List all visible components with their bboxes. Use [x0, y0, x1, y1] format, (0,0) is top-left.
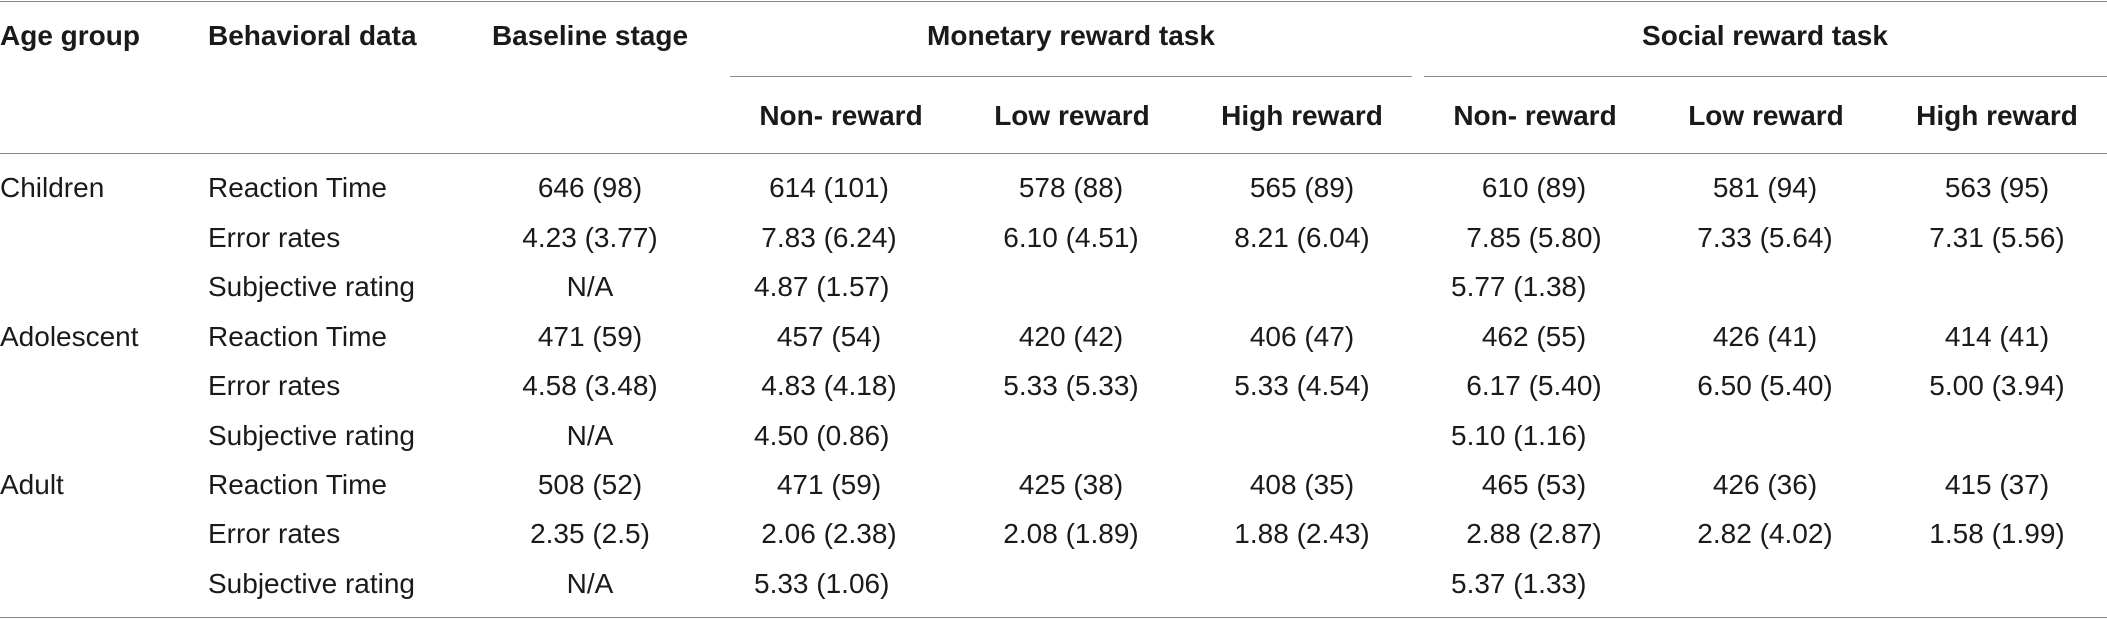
cell-monetary-high: 1.88 (2.43): [1234, 518, 1370, 549]
cell-social-rating: 5.77 (1.38): [1451, 271, 1587, 302]
cell-baseline: N/A: [566, 568, 614, 599]
measure-label: Subjective rating: [208, 271, 416, 302]
cell-monetary-low: 420 (42): [1018, 321, 1124, 352]
cell-baseline: 508 (52): [537, 469, 643, 500]
cell-social-high: 563 (95): [1944, 172, 2050, 203]
cell-social-low: 581 (94): [1712, 172, 1818, 203]
cell-social-non: 462 (55): [1481, 321, 1587, 352]
measure-label: Subjective rating: [208, 568, 416, 599]
header-bottom-rule: [0, 153, 2107, 154]
measure-label: Reaction Time: [208, 469, 387, 500]
cell-social-non: 2.88 (2.87): [1466, 518, 1602, 549]
group-label: Adult: [0, 469, 64, 500]
cell-monetary-non: 457 (54): [776, 321, 882, 352]
cell-social-non: 465 (53): [1481, 469, 1587, 500]
subheader-monetary-non-reward: Non- reward: [759, 100, 923, 131]
header-age-group: Age group: [0, 20, 140, 51]
group-label: Children: [0, 172, 105, 203]
table-top-rule: [0, 1, 2107, 2]
cell-monetary-non: 471 (59): [776, 469, 882, 500]
table-bottom-rule: [0, 617, 2107, 618]
cell-monetary-low: 425 (38): [1018, 469, 1124, 500]
measure-label: Error rates: [208, 518, 341, 549]
cell-social-non: 610 (89): [1481, 172, 1587, 203]
subheader-monetary-low-reward: Low reward: [994, 100, 1150, 131]
cell-monetary-high: 8.21 (6.04): [1234, 222, 1370, 253]
cell-monetary-rating: 4.50 (0.86): [754, 420, 890, 451]
monetary-span-rule: [730, 76, 1412, 77]
measure-label: Subjective rating: [208, 420, 416, 451]
header-behavioral-data: Behavioral data: [208, 20, 417, 51]
cell-social-high: 5.00 (3.94): [1929, 370, 2065, 401]
cell-baseline: N/A: [566, 420, 614, 451]
cell-monetary-non: 614 (101): [769, 172, 889, 203]
cell-baseline: 2.35 (2.5): [530, 518, 650, 549]
cell-social-rating: 5.10 (1.16): [1451, 420, 1587, 451]
cell-monetary-low: 578 (88): [1018, 172, 1124, 203]
subheader-monetary-high-reward: High reward: [1221, 100, 1383, 131]
measure-label: Error rates: [208, 222, 341, 253]
measure-label: Reaction Time: [208, 172, 387, 203]
header-social-task: Social reward task: [1642, 20, 1888, 51]
cell-social-low: 6.50 (5.40): [1697, 370, 1833, 401]
cell-monetary-high: 408 (35): [1249, 469, 1355, 500]
subheader-social-high-reward: High reward: [1916, 100, 2078, 131]
header-baseline-stage: Baseline stage: [491, 20, 689, 51]
cell-baseline: 471 (59): [537, 321, 643, 352]
cell-social-low: 426 (41): [1712, 321, 1818, 352]
cell-monetary-non: 7.83 (6.24): [761, 222, 897, 253]
cell-social-high: 415 (37): [1944, 469, 2050, 500]
cell-social-rating: 5.37 (1.33): [1451, 568, 1587, 599]
cell-social-low: 7.33 (5.64): [1697, 222, 1833, 253]
subheader-social-low-reward: Low reward: [1688, 100, 1844, 131]
cell-social-high: 414 (41): [1944, 321, 2050, 352]
subheader-social-non-reward: Non- reward: [1453, 100, 1617, 131]
cell-monetary-low: 5.33 (5.33): [1003, 370, 1139, 401]
cell-monetary-non: 4.83 (4.18): [761, 370, 897, 401]
cell-social-low: 426 (36): [1712, 469, 1818, 500]
cell-baseline: 4.23 (3.77): [522, 222, 658, 253]
cell-monetary-low: 2.08 (1.89): [1003, 518, 1139, 549]
cell-monetary-rating: 5.33 (1.06): [754, 568, 890, 599]
cell-baseline: 646 (98): [537, 172, 643, 203]
social-span-rule: [1424, 76, 2107, 77]
cell-social-non: 6.17 (5.40): [1466, 370, 1602, 401]
group-label: Adolescent: [0, 321, 139, 352]
cell-monetary-high: 5.33 (4.54): [1234, 370, 1370, 401]
cell-baseline: N/A: [566, 271, 614, 302]
measure-label: Reaction Time: [208, 321, 387, 352]
cell-monetary-high: 565 (89): [1249, 172, 1355, 203]
cell-social-non: 7.85 (5.80): [1466, 222, 1602, 253]
cell-baseline: 4.58 (3.48): [522, 370, 658, 401]
cell-social-high: 1.58 (1.99): [1929, 518, 2065, 549]
cell-monetary-low: 6.10 (4.51): [1003, 222, 1139, 253]
header-monetary-task: Monetary reward task: [927, 20, 1215, 51]
cell-monetary-high: 406 (47): [1249, 321, 1355, 352]
measure-label: Error rates: [208, 370, 341, 401]
cell-social-high: 7.31 (5.56): [1929, 222, 2065, 253]
cell-social-low: 2.82 (4.02): [1697, 518, 1833, 549]
cell-monetary-non: 2.06 (2.38): [761, 518, 897, 549]
cell-monetary-rating: 4.87 (1.57): [754, 271, 890, 302]
